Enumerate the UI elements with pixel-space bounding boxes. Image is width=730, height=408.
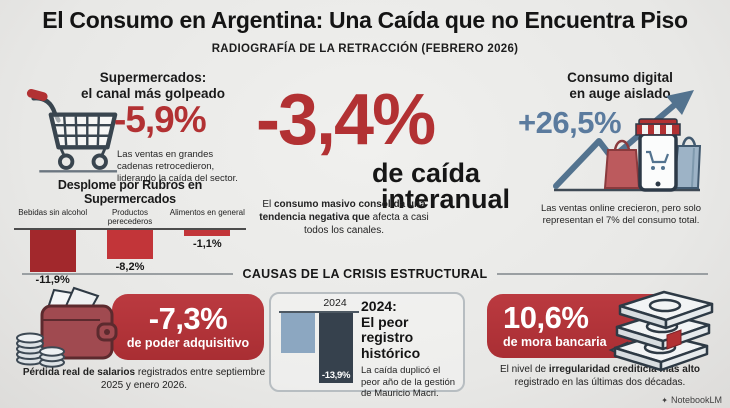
delinquency-desc-pre: El nivel de xyxy=(499,364,549,375)
rubros-bar-group: -11,9% xyxy=(14,230,91,286)
rubros-bar-chart: Desplome por Rubros en Supermercados Beb… xyxy=(14,178,246,286)
supermarkets-heading-line2: el canal más golpeado xyxy=(80,86,226,102)
record-2024-card: 2024 -13,9% 2024: El peor registro histó… xyxy=(269,292,465,399)
page-subtitle: RADIOGRAFÍA DE LA RETRACCIÓN (FEBRERO 20… xyxy=(211,43,519,55)
purchasing-power-desc: Pérdida real de salarios registrados ent… xyxy=(16,366,272,392)
rubros-category-label: Alimentos en general xyxy=(169,208,245,217)
wallet-icon xyxy=(16,286,118,368)
blue-shopping-bag-icon xyxy=(672,145,702,189)
mini-chart-bar-2024: -13,9% xyxy=(319,313,353,383)
divider-label: CAUSAS DE LA CRISIS ESTRUCTURAL xyxy=(242,267,488,281)
mini-chart-bar-value: -13,9% xyxy=(321,370,351,381)
cart-glyph-icon xyxy=(646,150,670,164)
rubros-bar xyxy=(29,230,76,273)
supermarkets-kpi-value: -5,9% xyxy=(114,99,207,140)
money-stack-icon xyxy=(608,290,714,372)
delinquency-desc-bold: irregularidad crediticia más alto xyxy=(548,364,701,375)
mini-chart-year-label: 2024 xyxy=(323,297,347,309)
supermarkets-heading: Supermercados: el canal más golpeado xyxy=(55,70,251,102)
record-heading-line1: 2024: xyxy=(361,298,397,314)
divider-line xyxy=(497,273,708,275)
purchasing-power-panel: -7,3% de poder adquisitivo xyxy=(112,294,264,360)
rubros-bar-value: -1,1% xyxy=(192,238,222,251)
mini-chart-baseline xyxy=(279,311,359,313)
delinquency-desc: El nivel de irregularidad crediticia más… xyxy=(480,363,720,389)
main-kpi-desc: El consumo masivo consolida una tendenci… xyxy=(256,198,432,237)
rubros-category-labels: Bebidas sin alcohol Productos perecedero… xyxy=(14,208,246,226)
main-kpi-value: -3,4% xyxy=(256,80,436,160)
watermark-text: NotebookLM xyxy=(670,395,722,405)
mini-chart-bar-previous xyxy=(281,313,315,353)
section-divider: CAUSAS DE LA CRISIS ESTRUCTURAL xyxy=(22,267,708,281)
rubros-chart-title: Desplome por Rubros en Supermercados xyxy=(57,178,203,206)
main-kpi-desc-bold: consumo masivo consolida una tendencia n… xyxy=(259,199,426,223)
digital-heading: Consumo digital en auge aislado xyxy=(535,70,705,102)
rubros-bar xyxy=(184,230,231,237)
record-desc: La caída duplicó el peor año de la gesti… xyxy=(361,364,456,400)
digital-desc: Las ventas online crecieron, pero solo r… xyxy=(540,203,701,227)
rubros-bar-value: -8,2% xyxy=(115,261,145,274)
purchasing-power-label: de poder adquisitivo xyxy=(126,336,250,351)
supermarkets-desc: Las ventas en grandes cadenas retrocedie… xyxy=(117,149,238,185)
watermark: ✦ NotebookLM xyxy=(661,395,722,405)
rubros-bar xyxy=(106,230,153,260)
coins-icon xyxy=(16,332,65,368)
rubros-bar-group: -1,1% xyxy=(169,230,246,286)
rubros-bar-value: -11,9% xyxy=(35,274,70,287)
main-kpi-desc-pre: El xyxy=(262,199,274,210)
rubros-category-label: Bebidas sin alcohol xyxy=(18,208,88,217)
rubros-baseline xyxy=(14,228,246,231)
rubros-category-label: Productos perecederos xyxy=(107,208,153,227)
page-title: El Consumo en Argentina: Una Caída que n… xyxy=(42,7,688,33)
divider-line xyxy=(22,273,233,275)
rubros-bar-group: -8,2% xyxy=(91,230,168,286)
record-2024-text: 2024: El peor registro histórico La caíd… xyxy=(361,298,461,400)
digital-kpi-value: +26,5% xyxy=(518,105,622,140)
purchasing-power-desc-post: registrados entre septiembre 2025 y ener… xyxy=(100,367,266,391)
supermarkets-heading-line1: Supermercados: xyxy=(99,70,207,85)
record-heading-line2: El peor registro xyxy=(361,313,414,346)
record-heading-line3: histórico xyxy=(361,345,421,362)
main-kpi-desc-post: afecta a casi todos los canales. xyxy=(303,212,429,236)
digital-heading-line1: Consumo digital xyxy=(567,70,673,85)
main-kpi-caption-line2: interanual xyxy=(380,184,510,214)
red-shopping-bag-icon xyxy=(603,149,641,189)
delinquency-label: de mora bancaria xyxy=(503,335,607,350)
delinquency-value: 10,6% xyxy=(503,299,589,335)
delinquency-desc-post: registrado en las últimas dos décadas. xyxy=(514,377,686,388)
online-shopping-growth-icon xyxy=(553,90,702,192)
main-kpi-caption-line1: de caída xyxy=(371,158,480,188)
shopping-cart-icon xyxy=(26,89,118,173)
purchasing-power-value: -7,3% xyxy=(148,300,228,336)
digital-heading-line2: en auge aislado xyxy=(569,86,671,102)
purchasing-power-desc-bold: Pérdida real de salarios xyxy=(22,367,136,378)
notebooklm-logo-icon: ✦ xyxy=(661,395,668,405)
